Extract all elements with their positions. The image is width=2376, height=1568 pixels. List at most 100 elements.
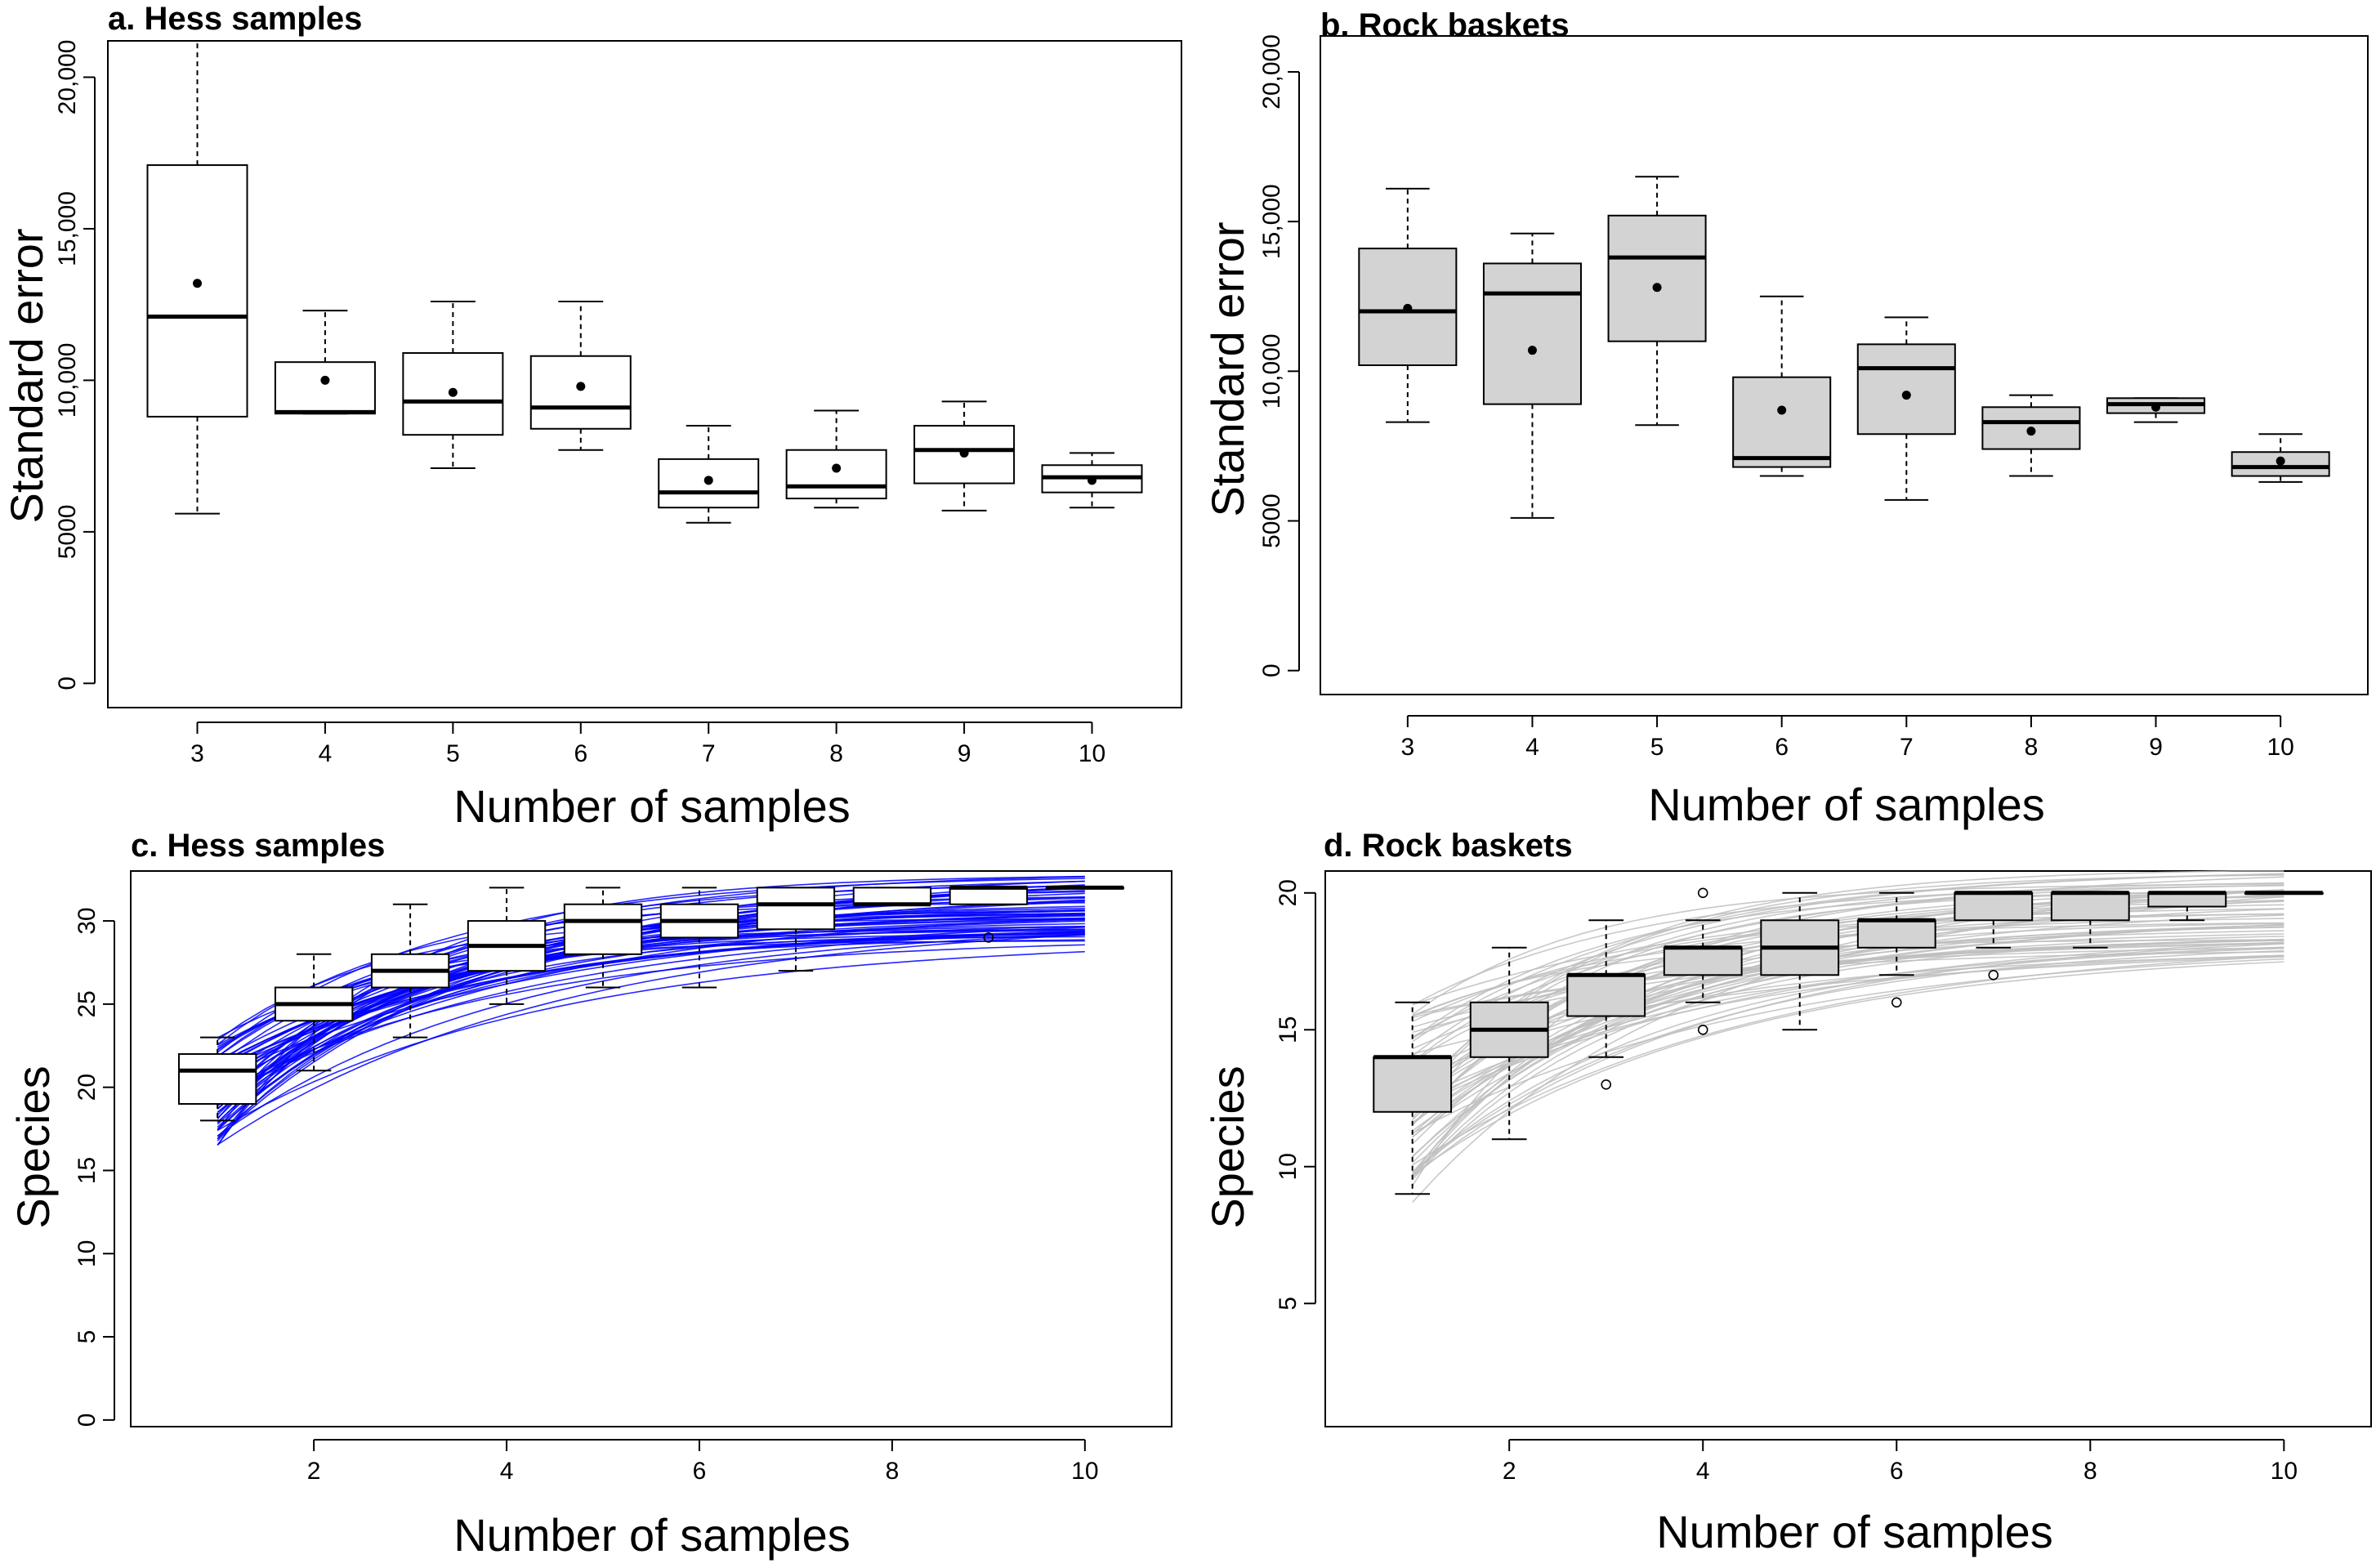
mean-point bbox=[1901, 391, 1911, 400]
x-tick-label: 2 bbox=[307, 1458, 321, 1485]
rarefaction-curve bbox=[217, 876, 1085, 1106]
box-iqr bbox=[756, 887, 836, 931]
x-tick-label: 7 bbox=[1900, 734, 1914, 761]
rarefaction-curve bbox=[1412, 893, 2284, 1050]
panel-b: b. Rock baskets Number of samples Standa… bbox=[1202, 7, 2369, 830]
rarefaction-curve bbox=[217, 902, 1085, 1045]
y-tick-label: 5000 bbox=[1258, 494, 1285, 548]
panel-c-box-7 bbox=[756, 887, 836, 972]
x-tick-label: 8 bbox=[829, 740, 843, 767]
rarefaction-curve bbox=[1412, 918, 2284, 1063]
x-tick-label: 4 bbox=[319, 740, 333, 767]
panel-b-box-6 bbox=[1732, 295, 1832, 477]
rarefaction-curve bbox=[1412, 891, 2284, 1126]
panel-a-box-9 bbox=[913, 400, 1016, 511]
panel-a-box-8 bbox=[785, 409, 887, 509]
panel-d-box-6 bbox=[1856, 891, 1936, 1008]
rarefaction-curve bbox=[1412, 884, 2284, 1186]
rarefaction-curve bbox=[1412, 943, 2284, 1016]
y-tick-label: 0 bbox=[54, 677, 81, 690]
rarefaction-curve bbox=[1412, 896, 2284, 1112]
box-iqr bbox=[949, 887, 1029, 905]
panel-d-x-axis: 2 4 6 8 10 bbox=[1503, 1439, 2298, 1485]
x-tick-label: 10 bbox=[1071, 1458, 1098, 1485]
panel-c-box-3 bbox=[370, 903, 450, 1039]
mean-point bbox=[320, 375, 330, 385]
x-tick-label: 10 bbox=[1079, 740, 1105, 767]
panel-c-xlabel: Number of samples bbox=[453, 1509, 851, 1561]
panel-d-box-7 bbox=[1954, 891, 2034, 981]
box-iqr bbox=[1373, 1056, 1453, 1113]
mean-point bbox=[1777, 405, 1787, 415]
y-tick-label: 5 bbox=[1275, 1297, 1302, 1311]
box-iqr bbox=[1663, 946, 1743, 976]
box-iqr bbox=[852, 887, 932, 905]
mean-point bbox=[576, 382, 586, 391]
outlier-point bbox=[1601, 1079, 1612, 1090]
rarefaction-curve bbox=[217, 927, 1085, 1080]
outlier-point bbox=[1891, 997, 1902, 1008]
panel-a-box-5 bbox=[402, 300, 504, 469]
panel-c-box-4 bbox=[467, 887, 547, 1005]
x-tick-label: 5 bbox=[446, 740, 460, 767]
outlier-point bbox=[1697, 887, 1708, 899]
panel-d-box-3 bbox=[1566, 919, 1646, 1090]
panel-b-box-9 bbox=[2106, 397, 2206, 423]
rarefaction-curve bbox=[1412, 908, 2284, 1022]
box-iqr bbox=[1856, 919, 1936, 949]
panel-c-x-axis: 2 4 6 8 10 bbox=[307, 1439, 1099, 1485]
x-tick-label: 4 bbox=[500, 1458, 514, 1485]
panel-b-xlabel: Number of samples bbox=[1648, 779, 2045, 830]
rarefaction-curve bbox=[217, 909, 1085, 1051]
box-iqr bbox=[1856, 343, 1956, 436]
mean-point bbox=[2276, 456, 2285, 466]
panel-c-title: c. Hess samples bbox=[131, 828, 385, 864]
outlier-point bbox=[983, 932, 994, 943]
x-tick-label: 10 bbox=[2271, 1458, 2298, 1485]
mean-point bbox=[2151, 402, 2161, 412]
rarefaction-curve bbox=[1412, 955, 2284, 1081]
y-tick-label: 20 bbox=[1275, 879, 1302, 906]
x-tick-label: 10 bbox=[2267, 734, 2293, 761]
panel-c-box-1 bbox=[177, 1036, 257, 1122]
rarefaction-curve bbox=[1412, 908, 2284, 1138]
panel-a-box-3 bbox=[146, 40, 248, 515]
rarefaction-curve bbox=[217, 897, 1085, 1082]
panel-d-box-10 bbox=[2244, 891, 2324, 896]
rarefaction-curve bbox=[1412, 890, 2284, 1040]
box-iqr bbox=[1482, 262, 1582, 405]
x-tick-label: 4 bbox=[1525, 734, 1539, 761]
panel-c-box-9 bbox=[949, 885, 1029, 943]
x-tick-label: 4 bbox=[1696, 1458, 1710, 1485]
y-tick-label: 5000 bbox=[54, 504, 81, 559]
rarefaction-curve bbox=[217, 875, 1085, 1131]
y-tick-label: 20,000 bbox=[1258, 34, 1285, 109]
panel-a-plot-frame bbox=[107, 40, 1182, 708]
y-tick-label: 15,000 bbox=[1258, 184, 1285, 259]
rarefaction-curve bbox=[1412, 940, 2284, 1181]
x-tick-label: 6 bbox=[693, 1458, 707, 1485]
rarefaction-curve bbox=[1412, 927, 2284, 1173]
box-iqr bbox=[274, 361, 376, 415]
box-iqr bbox=[1566, 974, 1646, 1017]
rarefaction-curve bbox=[217, 887, 1085, 1140]
panel-d-box-2 bbox=[1469, 946, 1549, 1141]
panel-d-box-5 bbox=[1760, 891, 1840, 1031]
panel-b-ylabel: Standard error bbox=[1202, 221, 1253, 516]
x-tick-label: 6 bbox=[1890, 1458, 1904, 1485]
rarefaction-curve bbox=[217, 920, 1085, 1065]
x-tick-label: 8 bbox=[2083, 1458, 2097, 1485]
rarefaction-curve bbox=[217, 931, 1085, 1101]
outlier-point bbox=[1697, 1024, 1708, 1035]
rarefaction-curve bbox=[217, 900, 1085, 1107]
rarefaction-curve bbox=[217, 940, 1085, 1050]
rarefaction-curve bbox=[217, 931, 1085, 1070]
panel-d-xlabel: Number of samples bbox=[1656, 1506, 2053, 1557]
panel-c-box-8 bbox=[852, 887, 932, 907]
mean-point bbox=[1652, 283, 1662, 293]
rarefaction-curve bbox=[1412, 939, 2284, 1178]
panel-a-box-10 bbox=[1041, 452, 1143, 509]
panel-d-box-8 bbox=[2050, 891, 2130, 949]
panel-b-y-axis: 0 5000 10,000 15,000 20,000 bbox=[1258, 34, 1300, 677]
rarefaction-curve bbox=[217, 933, 1085, 1124]
